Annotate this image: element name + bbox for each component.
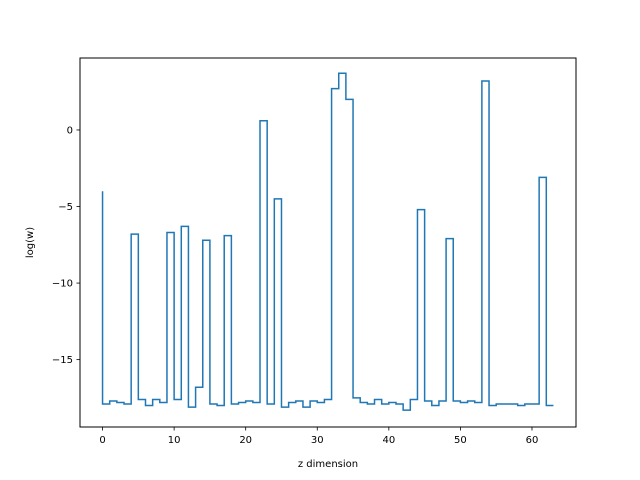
series-line-0 xyxy=(101,72,554,411)
x-tick-label: 20 xyxy=(239,435,252,446)
y-axis-label: log(w) xyxy=(25,227,36,258)
x-tick-label: 60 xyxy=(526,435,539,446)
plot-area xyxy=(101,72,554,411)
x-tick-label: 50 xyxy=(454,435,467,446)
axis-ticks: 0 10 20 30 40 50 60 −15 −10 −5 0 xyxy=(52,125,538,446)
y-tick-label: −5 xyxy=(58,202,73,213)
axes-frame xyxy=(79,57,577,428)
x-tick-label: 30 xyxy=(311,435,324,446)
y-tick-label: 0 xyxy=(67,125,73,136)
x-tick-label: 10 xyxy=(168,435,181,446)
x-axis-label: z dimension xyxy=(298,459,358,470)
y-tick-label: −10 xyxy=(52,279,73,290)
x-tick-label: 0 xyxy=(99,435,105,446)
x-tick-label: 40 xyxy=(382,435,395,446)
y-tick-label: −15 xyxy=(52,355,73,366)
